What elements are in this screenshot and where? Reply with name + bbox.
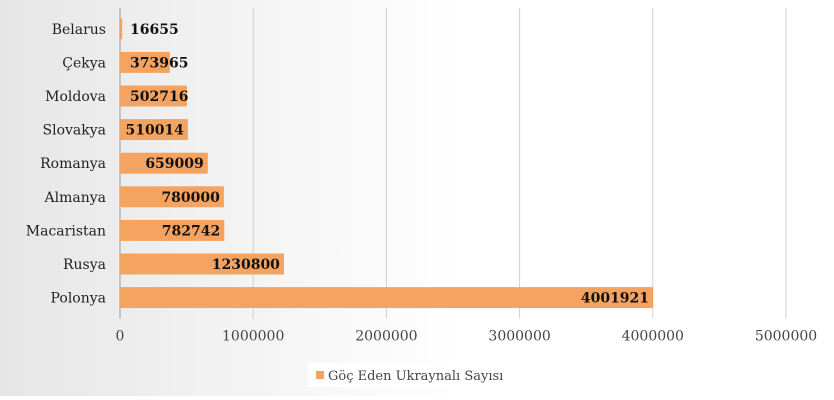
- category-label: Çekya: [62, 55, 106, 71]
- bar: [120, 186, 224, 208]
- category-label: Romanya: [40, 156, 106, 172]
- legend: Göç Eden Ukraynalı Sayısı: [308, 363, 564, 387]
- bar: [120, 85, 187, 107]
- bar: [120, 219, 225, 241]
- value-label: 510014: [125, 123, 184, 139]
- category-label: Slovakya: [43, 123, 107, 139]
- value-label: 782742: [162, 223, 220, 239]
- bar: [120, 18, 123, 40]
- bar: [120, 287, 654, 309]
- category-labels: Belarus Çekya Moldova Slovakya Romanya Almany…: [26, 22, 106, 307]
- x-tick-labels: 0 1000000 2000000 3000000 4000000 5000000: [116, 328, 818, 344]
- category-label: Rusya: [63, 257, 106, 273]
- category-label: Macaristan: [26, 223, 106, 239]
- bar: [120, 119, 188, 141]
- x-tick-label: 3000000: [488, 328, 550, 344]
- legend-swatch: [316, 371, 324, 379]
- bar: [120, 152, 208, 174]
- x-tick-label: 4000000: [622, 328, 684, 344]
- legend-box: [308, 363, 564, 387]
- value-label: 502716: [130, 89, 188, 105]
- value-label: 780000: [161, 190, 220, 206]
- bar: [120, 51, 170, 73]
- value-label: 4001921: [581, 291, 649, 307]
- category-label: Belarus: [52, 22, 106, 38]
- category-label: Almanya: [44, 190, 106, 206]
- value-label: 1230800: [212, 257, 280, 273]
- x-tick-label: 2000000: [355, 328, 417, 344]
- category-label: Polonya: [51, 291, 106, 307]
- x-tick-label: 1000000: [222, 328, 284, 344]
- bar: [120, 253, 284, 275]
- value-labels: 16655 373965 502716 510014 659009 780000 78274…: [125, 22, 649, 307]
- value-label: 659009: [145, 156, 203, 172]
- category-label: Moldova: [45, 89, 106, 105]
- legend-label: Göç Eden Ukraynalı Sayısı: [328, 369, 503, 384]
- bars: [120, 18, 654, 309]
- x-tick-label: 0: [116, 328, 125, 344]
- value-label: 373965: [130, 55, 188, 71]
- value-label: 16655: [130, 22, 179, 38]
- x-tick-label: 5000000: [755, 328, 817, 344]
